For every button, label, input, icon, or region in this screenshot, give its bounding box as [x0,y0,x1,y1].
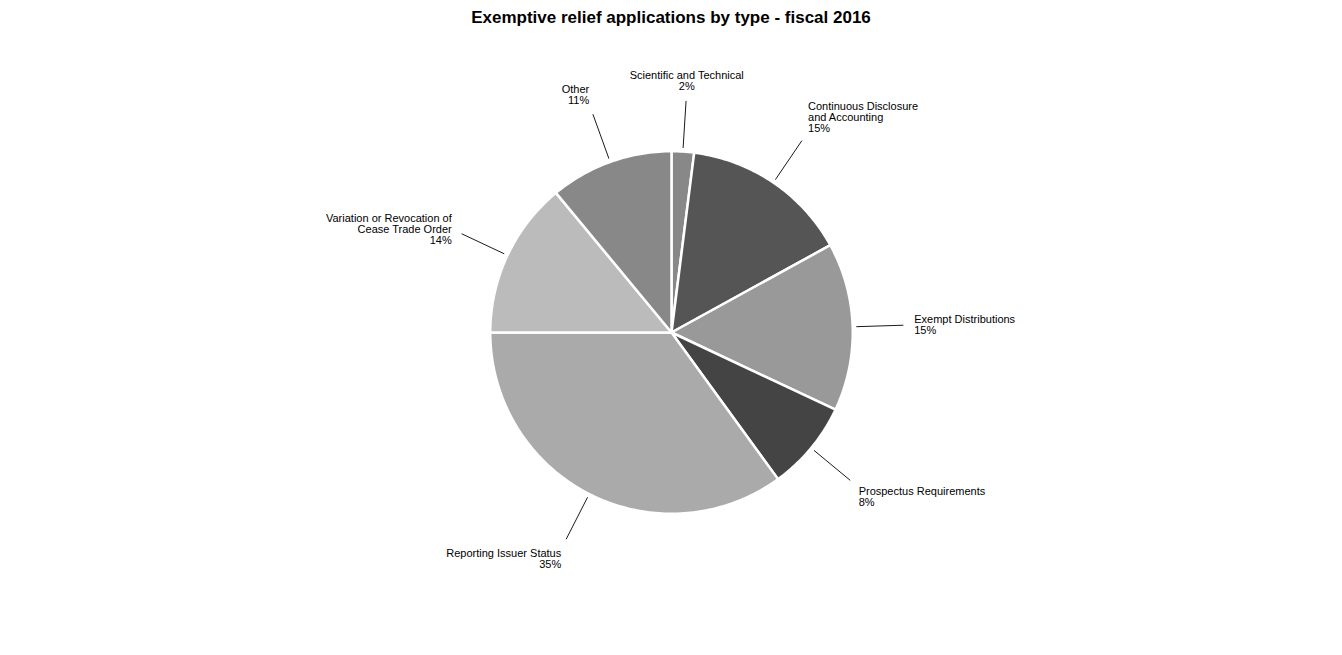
svg-text:Continuous Disclosureand Accou: Continuous Disclosureand Accounting15% [808,100,918,134]
svg-text:Reporting Issuer Status35%: Reporting Issuer Status35% [446,547,561,570]
svg-text:Exempt Distributions15%: Exempt Distributions15% [914,313,1015,336]
html-text:Exemptive relief applications: Exemptive relief applications by type - … [471,8,871,27]
svg-text:Variation or Revocation ofCeas: Variation or Revocation ofCease Trade Or… [326,212,453,246]
svg-text:Prospectus Requirements8%: Prospectus Requirements8% [859,485,986,508]
svg-text:Scientific and Technical2%: Scientific and Technical2% [630,69,744,92]
svg-text:Other11%: Other11% [562,83,590,106]
